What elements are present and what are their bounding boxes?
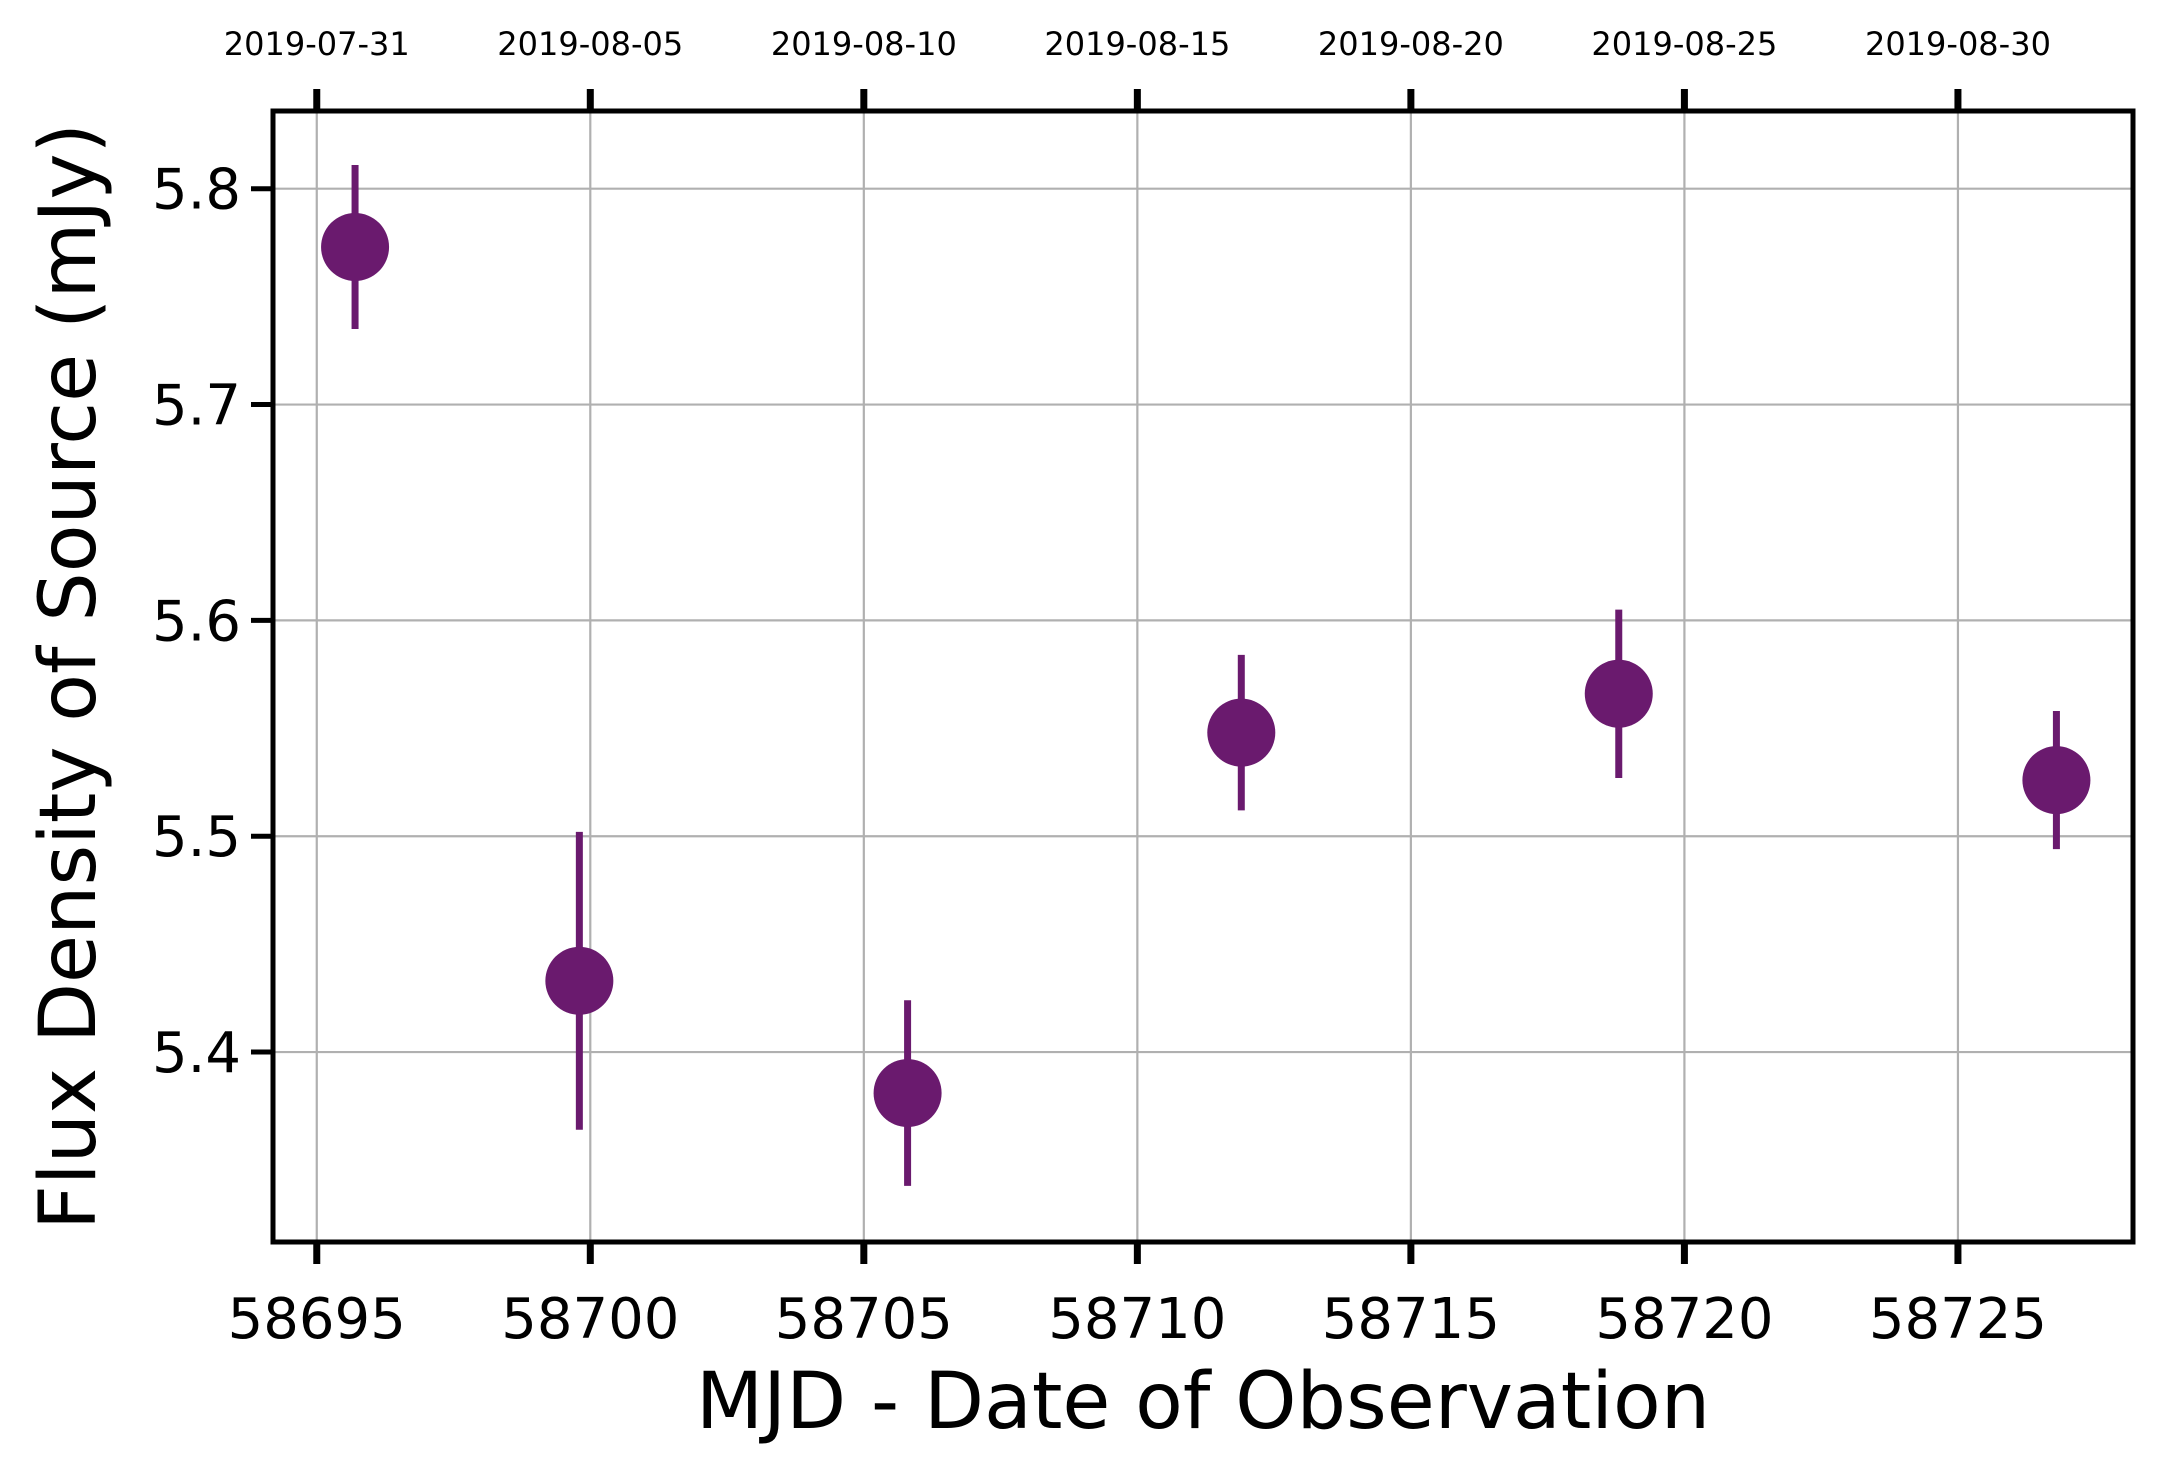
plot-frame	[270, 108, 2136, 1245]
y-tick-label: 5.7	[152, 374, 241, 439]
x-tick-label: 58700	[501, 1287, 679, 1352]
data-point	[1207, 698, 1276, 767]
data-point	[2022, 746, 2091, 815]
y-axis-label: Flux Density of Source (mJy)	[24, 123, 114, 1230]
data-markers	[321, 212, 2091, 1128]
top-tick-label: 2019-08-15	[1044, 25, 1230, 63]
x-tick-label: 58710	[1048, 1287, 1226, 1352]
top-tick-label: 2019-07-31	[224, 25, 410, 63]
error-bars	[351, 164, 2060, 1186]
x-axis-label: MJD - Date of Observation	[696, 1357, 1710, 1447]
data-point	[1584, 659, 1653, 728]
x-tick-label: 58715	[1322, 1287, 1500, 1352]
y-tick-label: 5.4	[152, 1021, 241, 1086]
top-tick-label: 2019-08-30	[1865, 25, 2051, 63]
top-tick-label: 2019-08-25	[1591, 25, 1777, 63]
y-tick-label: 5.6	[152, 589, 241, 654]
top-tick-label: 2019-08-20	[1318, 25, 1504, 63]
y-tick-label: 5.5	[152, 805, 241, 870]
data-point	[321, 212, 390, 281]
gridlines	[273, 111, 2133, 1242]
data-point	[545, 946, 614, 1015]
x-tick-label: 58725	[1869, 1287, 2047, 1352]
x-tick-label: 58705	[775, 1287, 953, 1352]
y-tick-label: 5.8	[152, 158, 241, 223]
x-tick-label: 58695	[228, 1287, 406, 1352]
data-point	[873, 1059, 942, 1128]
top-tick-label: 2019-08-10	[771, 25, 957, 63]
x-tick-label: 58720	[1595, 1287, 1773, 1352]
axis-ticks	[251, 89, 1962, 1264]
top-tick-label: 2019-08-05	[497, 25, 683, 63]
tick-labels: 58695 58700 58705 58710 58715 58720 58725 2019-…	[152, 25, 2051, 1352]
